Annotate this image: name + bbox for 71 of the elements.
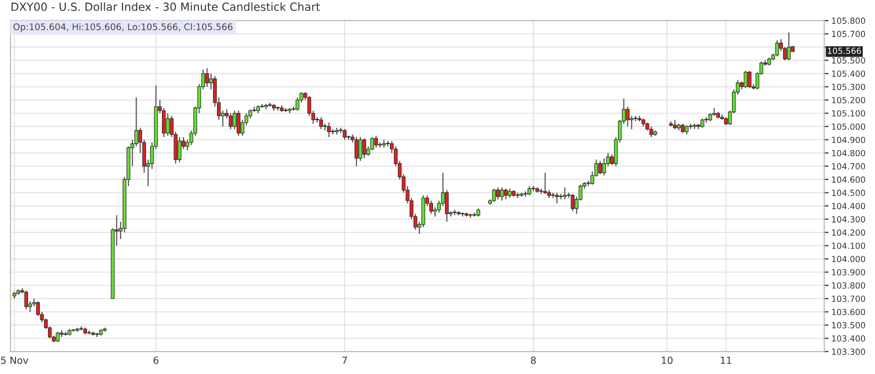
x-tick-label: 6: [154, 356, 158, 364]
y-tick-label: 105.200: [832, 96, 866, 104]
y-tick-label: 104.100: [832, 242, 866, 249]
candlestick: [166, 112, 170, 136]
candlestick: [748, 70, 752, 89]
y-tick-label: 104.500: [832, 190, 866, 196]
y-tick-label: 105.100: [832, 110, 866, 117]
y-tick-label: 104.400: [832, 202, 866, 210]
y-tick-label: 105.300: [832, 84, 866, 90]
y-tick-label: 105.400: [832, 70, 866, 77]
candlestick: [684, 124, 689, 135]
x-tick-label: 5 Nov: [1, 356, 28, 364]
candlestick: [56, 331, 60, 343]
candlestick: [528, 186, 532, 196]
candlestick: [555, 192, 559, 204]
y-tick-label: 104.600: [832, 176, 866, 183]
candlestick: [562, 186, 567, 200]
candlestick: [354, 136, 358, 167]
x-tick-label: 7: [342, 356, 347, 364]
y-tick-label: 105.500: [832, 57, 866, 64]
y-tick-label: 103.400: [832, 335, 866, 342]
x-tick-label: 8: [530, 356, 536, 364]
candlestick: [362, 138, 366, 159]
candlestick: [492, 188, 496, 203]
candlestick: [374, 135, 378, 148]
candlestick: [319, 116, 323, 130]
candlestick: [744, 70, 748, 89]
candlestick: [680, 123, 685, 134]
y-tick-label: 105.000: [832, 123, 866, 130]
candlestick: [327, 122, 331, 138]
candlestick: [358, 136, 362, 162]
candlestick: [342, 128, 346, 140]
candlestick: [775, 40, 779, 57]
y-tick-label: 104.200: [832, 229, 866, 236]
text: 105.566: [828, 48, 861, 54]
candlestick: [673, 119, 677, 130]
x-tick-label: 11: [720, 356, 732, 364]
candlestick: [24, 290, 28, 310]
y-tick-label: 103.600: [832, 308, 866, 316]
candlestick: [598, 160, 602, 175]
candlestick: [508, 188, 512, 199]
candlestick: [236, 110, 240, 136]
candlestick: [649, 126, 654, 138]
y-tick-label: 104.700: [832, 163, 866, 170]
candlestick: [787, 32, 791, 61]
y-tick-label: 103.300: [832, 348, 866, 355]
y-tick-label: 103.700: [832, 296, 866, 302]
candlestick: [228, 112, 232, 130]
candlestick: [232, 110, 236, 130]
y-tick-label: 104.900: [832, 136, 866, 144]
candlestick: [700, 118, 704, 128]
y-tick-label: 103.900: [832, 269, 866, 276]
y-tick-label: 104.300: [832, 216, 866, 222]
y-tick-label: 104.800: [832, 150, 866, 156]
y-tick-label: 103.500: [832, 322, 866, 328]
candlestick: [178, 136, 182, 163]
annotation: Op:105.604, Hi:105.606, Lo:105.566, Cl:105.566: [13, 23, 232, 32]
y-tick-label: 104.000: [832, 256, 866, 262]
candlestick: [626, 106, 630, 128]
y-tick-label: 103.800: [832, 282, 866, 289]
candlestick: [496, 186, 500, 200]
y-tick-label: 105.800: [832, 18, 866, 24]
candlestick: [500, 186, 504, 202]
x-tick-label: 10: [662, 356, 673, 364]
candlestick: [205, 68, 209, 88]
candlestick: [334, 127, 339, 135]
candlestick: [570, 193, 575, 212]
candlestick: [543, 172, 547, 195]
chart-title: DXY00 - U.S. Dollar Index - 30 Minute Candlestick Chart: [12, 2, 320, 11]
y-tick-label: 105.700: [832, 30, 866, 38]
candlestick: [504, 188, 508, 200]
